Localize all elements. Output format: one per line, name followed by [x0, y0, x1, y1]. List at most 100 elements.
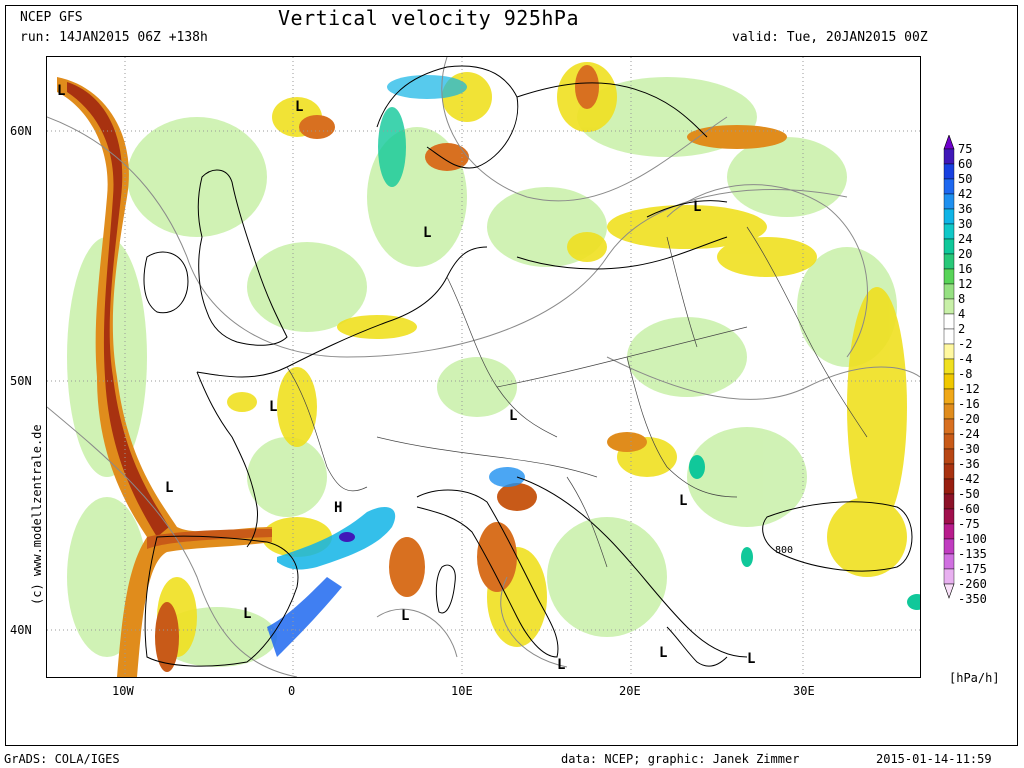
legend-swatch — [943, 148, 955, 165]
legend-value: -16 — [958, 397, 980, 411]
legend-value: 4 — [958, 307, 965, 321]
legend-value: -24 — [958, 427, 980, 441]
legend-swatch — [943, 193, 955, 210]
legend-swatch — [943, 463, 955, 480]
low-pressure-label: L — [679, 493, 688, 509]
legend-value: -42 — [958, 472, 980, 486]
legend-value: 75 — [958, 142, 972, 156]
legend-swatch — [943, 553, 955, 570]
legend-swatch — [943, 388, 955, 405]
velocity-map: L L L L L L L H L L L L L L 800 — [46, 56, 921, 678]
legend-value: -175 — [958, 562, 987, 576]
low-pressure-label: L — [747, 651, 756, 667]
legend-swatch — [943, 478, 955, 495]
legend-value: -350 — [958, 592, 987, 606]
map-canvas — [47, 57, 920, 677]
generation-timestamp: 2015-01-14-11:59 — [876, 752, 992, 766]
low-pressure-label: L — [423, 225, 432, 241]
legend-value: -4 — [958, 352, 972, 366]
graticule — [47, 57, 920, 677]
legend-arrow-bottom — [943, 583, 955, 599]
legend-scale: 75605042363024201612842-2-4-8-12-16-20-2… — [943, 134, 987, 606]
ascent-zones — [267, 75, 920, 657]
legend-swatch — [943, 433, 955, 450]
legend-value: -260 — [958, 577, 987, 591]
low-pressure-label: L — [659, 645, 668, 661]
coastlines — [143, 65, 913, 667]
low-pressure-label: L — [509, 408, 518, 424]
legend-value: -8 — [958, 367, 972, 381]
legend-value: -20 — [958, 412, 980, 426]
legend-value: -60 — [958, 502, 980, 516]
orange-fields — [155, 65, 787, 672]
data-credit: data: NCEP; graphic: Janek Zimmer — [561, 752, 800, 766]
low-pressure-label: L — [243, 606, 252, 622]
low-pressure-label: L — [165, 480, 174, 496]
legend-value: -30 — [958, 442, 980, 456]
legend-swatch — [943, 343, 955, 360]
atlantic-descent-band — [57, 77, 272, 677]
lat-label-60n: 60N — [10, 124, 32, 138]
legend-swatch — [943, 508, 955, 525]
legend-value: 12 — [958, 277, 972, 291]
legend-swatch — [943, 403, 955, 420]
legend-swatch — [943, 328, 955, 345]
legend-swatch — [943, 163, 955, 180]
legend-value: 8 — [958, 292, 965, 306]
legend-value: -12 — [958, 382, 980, 396]
lat-label-40n: 40N — [10, 623, 32, 637]
low-pressure-label: L — [269, 399, 278, 415]
legend-value: 60 — [958, 157, 972, 171]
legend-unit: [hPa/h] — [949, 671, 1000, 685]
low-pressure-label: L — [57, 83, 66, 99]
legend-swatch — [943, 313, 955, 330]
software-credit: GrADS: COLA/IGES — [4, 752, 120, 766]
lon-label-10w: 10W — [112, 684, 134, 698]
legend-swatch — [943, 568, 955, 585]
run-info: run: 14JAN2015 06Z +138h — [20, 30, 208, 45]
legend-value: -75 — [958, 517, 980, 531]
legend-value: 36 — [958, 202, 972, 216]
legend-value: 42 — [958, 187, 972, 201]
legend-swatch — [943, 493, 955, 510]
map-title: Vertical velocity 925hPa — [278, 6, 579, 30]
lon-label-30e: 30E — [793, 684, 815, 698]
legend-value: 20 — [958, 247, 972, 261]
legend-swatch — [943, 238, 955, 255]
legend-swatch — [943, 418, 955, 435]
model-name: NCEP GFS — [20, 10, 83, 25]
legend-swatch — [943, 358, 955, 375]
legend-swatch — [943, 178, 955, 195]
legend-swatch — [943, 373, 955, 390]
legend-swatch — [943, 268, 955, 285]
legend-swatch — [943, 283, 955, 300]
legend-swatch — [943, 253, 955, 270]
legend-swatch — [943, 223, 955, 240]
legend-swatch — [943, 208, 955, 225]
legend-value: 30 — [958, 217, 972, 231]
lat-label-50n: 50N — [10, 374, 32, 388]
lon-label-20e: 20E — [619, 684, 641, 698]
legend-value: 24 — [958, 232, 972, 246]
side-credit: (c) www.modellzentrale.de — [30, 424, 44, 605]
low-pressure-label: L — [693, 199, 702, 215]
legend-arrow-top — [943, 134, 955, 150]
legend-value: 50 — [958, 172, 972, 186]
low-pressure-label: L — [557, 657, 566, 673]
legend-value: 16 — [958, 262, 972, 276]
color-legend: 75 60 50 42 36 30 24 20 16 12 8 4 2 -2 -4 -8 -12 -16 -20 -2… — [940, 134, 1020, 639]
legend-swatch — [943, 448, 955, 465]
legend-value: -2 — [958, 337, 972, 351]
legend-swatch — [943, 523, 955, 540]
borders — [286, 226, 868, 568]
isobars — [47, 57, 920, 677]
low-pressure-label: L — [401, 608, 410, 624]
low-pressure-label: L — [295, 99, 304, 115]
legend-swatch — [943, 298, 955, 315]
high-pressure-label: H — [334, 500, 343, 516]
lon-label-0: 0 — [288, 684, 296, 698]
lon-label-10e: 10E — [451, 684, 473, 698]
legend-value: 2 — [958, 322, 965, 336]
isobar-label: 800 — [775, 545, 794, 556]
legend-value: -50 — [958, 487, 980, 501]
